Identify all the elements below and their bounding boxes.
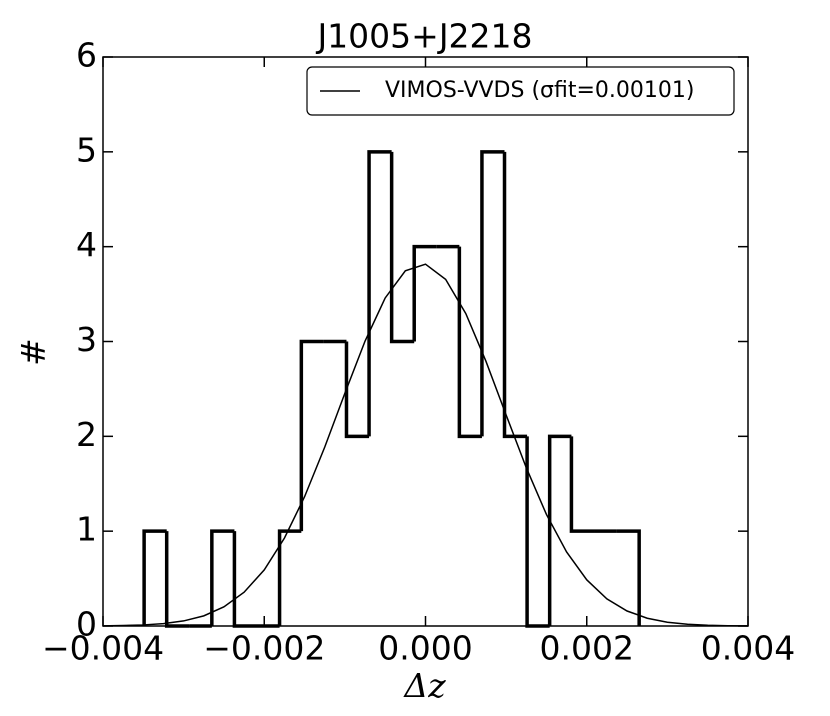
x-tick-label: 0.004 — [701, 629, 795, 668]
y-axis-label: # — [14, 338, 53, 366]
histogram-bar — [232, 531, 257, 628]
y-tick-label: 5 — [76, 130, 97, 169]
x-tick-label: −0.002 — [203, 629, 325, 668]
legend-box — [306, 66, 735, 116]
histogram-bar — [616, 529, 641, 626]
fit-line — [102, 263, 749, 627]
x-tick-label: −0.004 — [42, 629, 164, 668]
x-tick-label: 0.000 — [378, 629, 472, 668]
x-tick-label: 0.002 — [540, 629, 634, 668]
histogram-bar — [412, 244, 437, 342]
histogram-bar — [389, 151, 415, 344]
histogram-bar — [457, 246, 482, 439]
y-tick-label: 6 — [76, 36, 97, 75]
histogram-bar — [525, 436, 550, 628]
y-tick-label: 3 — [76, 320, 97, 359]
y-tick-label: 2 — [76, 415, 97, 454]
histogram-bar — [547, 434, 572, 626]
histogram-bar — [210, 529, 235, 626]
y-tick-label: 1 — [76, 510, 97, 549]
y-tick-label: 4 — [76, 225, 97, 264]
chart-title: J1005+J2218 — [315, 17, 532, 56]
histogram-bar — [344, 341, 370, 439]
histogram-bar — [164, 531, 190, 628]
plot-frame — [102, 56, 749, 627]
legend-label: VIMOS-VVDS (σfit=0.00101) — [385, 78, 694, 103]
x-axis-label: Δz — [402, 666, 446, 705]
histogram-bar — [502, 151, 528, 439]
histogram-bar — [480, 150, 505, 437]
histogram-bar — [277, 529, 302, 626]
histogram-bar — [569, 436, 595, 533]
histogram-bar — [299, 339, 324, 532]
histogram-bar — [142, 529, 167, 626]
y-tick-label: 0 — [76, 605, 97, 644]
histogram-bar — [367, 150, 392, 437]
